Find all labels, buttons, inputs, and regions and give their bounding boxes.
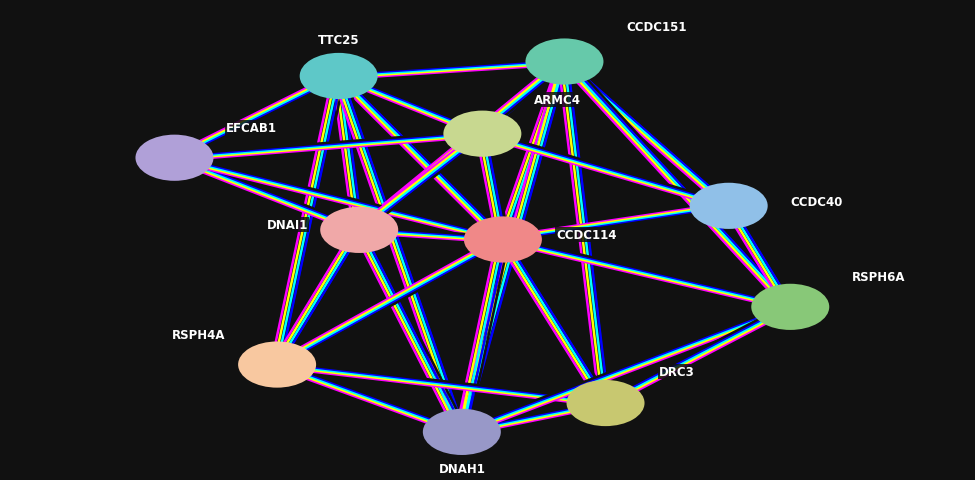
- Ellipse shape: [566, 380, 644, 426]
- Ellipse shape: [526, 39, 604, 85]
- Ellipse shape: [689, 183, 767, 229]
- Text: ARMC4: ARMC4: [533, 94, 581, 107]
- Text: CCDC40: CCDC40: [791, 195, 842, 208]
- Ellipse shape: [423, 409, 501, 455]
- Text: EFCAB1: EFCAB1: [226, 121, 277, 134]
- Ellipse shape: [299, 54, 377, 100]
- Text: DRC3: DRC3: [659, 365, 694, 378]
- Text: RSPH4A: RSPH4A: [173, 328, 226, 341]
- Ellipse shape: [320, 207, 398, 253]
- Text: CCDC151: CCDC151: [626, 21, 686, 34]
- Text: CCDC114: CCDC114: [557, 228, 617, 242]
- Text: DNAH1: DNAH1: [439, 462, 486, 475]
- Text: DNAI1: DNAI1: [266, 218, 308, 231]
- Ellipse shape: [752, 284, 830, 330]
- Text: TTC25: TTC25: [318, 34, 360, 47]
- Text: RSPH6A: RSPH6A: [852, 270, 906, 283]
- Ellipse shape: [464, 217, 542, 263]
- Ellipse shape: [444, 111, 522, 157]
- Ellipse shape: [136, 135, 214, 181]
- Ellipse shape: [238, 342, 316, 388]
